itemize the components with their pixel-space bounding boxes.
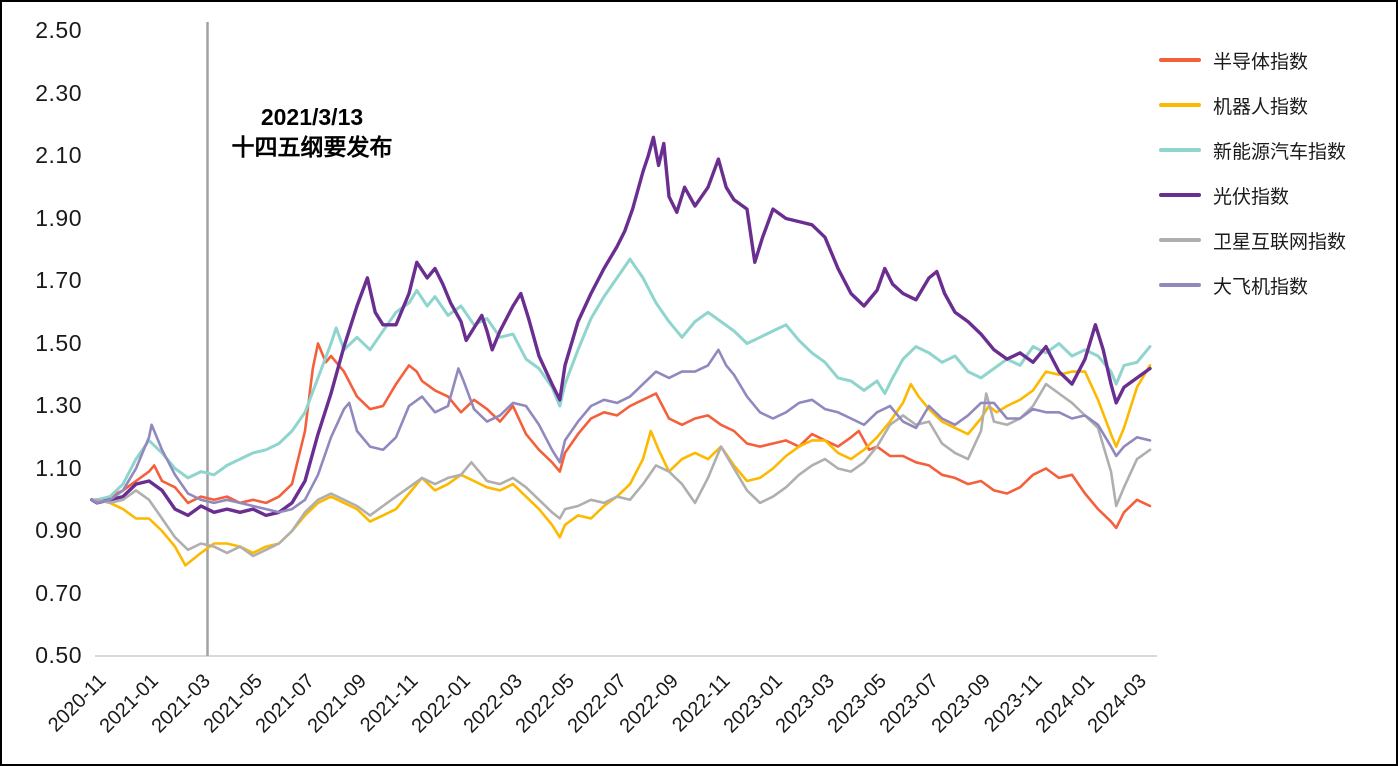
legend-item-photovoltaic: 光伏指数 (1159, 181, 1346, 209)
legend-swatch-robot (1159, 103, 1201, 107)
legend-swatch-semiconductor (1159, 58, 1201, 62)
series-line-robot (90, 364, 1152, 567)
event-annotation: 2021/3/13 十四五纲要发布 (212, 102, 412, 162)
y-tick-label: 0.90 (35, 517, 82, 543)
y-tick-label: 0.50 (35, 642, 82, 668)
legend-label-photovoltaic: 光伏指数 (1213, 186, 1290, 208)
legend-swatch-large-aircraft (1159, 283, 1201, 287)
legend-swatch-new-energy-vehicle (1159, 148, 1201, 152)
y-tick-label: 1.50 (35, 329, 82, 356)
y-tick-label: 1.10 (35, 454, 82, 481)
y-tick-label: 0.70 (35, 579, 82, 606)
legend-label-satellite-internet: 卫星互联网指数 (1213, 231, 1347, 253)
y-tick-label: 2.10 (35, 142, 82, 168)
series-line-photovoltaic (90, 135, 1152, 518)
legend-item-semiconductor: 半导体指数 (1159, 46, 1346, 74)
y-tick-label: 1.90 (35, 204, 82, 231)
y-tick-label: 1.70 (35, 267, 82, 293)
legend-label-robot: 机器人指数 (1213, 96, 1309, 118)
y-tick-label: 2.50 (35, 17, 82, 43)
legend-swatch-satellite-internet (1159, 238, 1201, 242)
series-line-satellite-internet (90, 382, 1152, 558)
legend-item-new-energy-vehicle: 新能源汽车指数 (1159, 136, 1346, 164)
annotation-date: 2021/3/13 (260, 104, 364, 130)
y-tick-label: 2.30 (35, 79, 82, 106)
series-line-large-aircraft (90, 348, 1152, 514)
legend-swatch-photovoltaic (1159, 193, 1201, 197)
y-tick-label: 1.30 (35, 392, 82, 418)
legend-label-large-aircraft: 大飞机指数 (1213, 276, 1309, 298)
series-line-new-energy-vehicle (90, 257, 1152, 502)
legend-item-robot: 机器人指数 (1159, 91, 1346, 119)
legend-item-satellite-internet: 卫星互联网指数 (1159, 226, 1346, 254)
series-line-semiconductor (90, 342, 1152, 530)
legend-label-new-energy-vehicle: 新能源汽车指数 (1213, 141, 1347, 163)
legend-label-semiconductor: 半导体指数 (1213, 51, 1309, 73)
legend: 半导体指数 机器人指数 新能源汽车指数 光伏指数 卫星互联网指数 大飞机指数 (1159, 46, 1346, 316)
annotation-text: 十四五纲要发布 (231, 134, 393, 160)
legend-item-large-aircraft: 大飞机指数 (1159, 271, 1346, 299)
